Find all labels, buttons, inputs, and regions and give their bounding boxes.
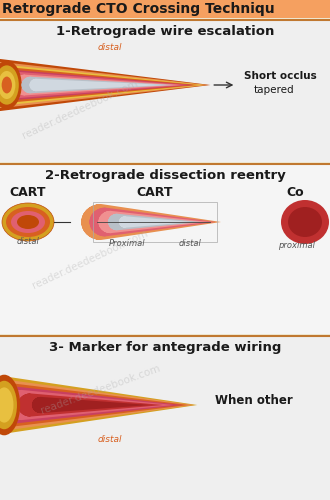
Polygon shape [14,74,181,96]
Polygon shape [30,79,167,91]
Ellipse shape [17,215,39,229]
Text: Short occlus: Short occlus [244,71,317,81]
Text: distal: distal [98,436,122,444]
Ellipse shape [11,211,45,233]
Ellipse shape [0,60,22,110]
Text: Retrograde CTO Crossing Techniqu: Retrograde CTO Crossing Techniqu [2,2,275,16]
Ellipse shape [288,207,322,237]
Text: Co: Co [286,186,304,198]
Polygon shape [17,394,163,416]
Ellipse shape [2,76,12,94]
Text: reader.deedeebook.com: reader.deedeebook.com [39,364,161,416]
Text: reader.deedeebook.com: reader.deedeebook.com [31,228,149,292]
Polygon shape [32,397,150,413]
Text: distal: distal [16,238,40,246]
Text: 1-Retrograde wire escalation: 1-Retrograde wire escalation [56,26,274,38]
Polygon shape [108,214,201,230]
Text: tapered: tapered [253,85,294,95]
Text: Proximal: Proximal [109,238,145,248]
Ellipse shape [281,200,329,244]
Polygon shape [22,76,174,94]
Ellipse shape [0,71,16,99]
Text: 3- Marker for antegrade wiring: 3- Marker for antegrade wiring [49,340,281,353]
Bar [0,20,330,162]
Polygon shape [0,64,205,106]
Text: distal: distal [98,42,122,51]
Polygon shape [0,68,199,102]
Text: proximal: proximal [279,242,315,250]
Polygon shape [0,386,182,424]
Polygon shape [99,211,209,233]
Ellipse shape [0,374,20,436]
Polygon shape [81,204,221,240]
Polygon shape [0,383,189,427]
Text: CART: CART [10,186,46,198]
Ellipse shape [2,203,54,241]
Text: CART: CART [137,186,173,198]
Bar [93,202,217,242]
Bar [0,164,330,334]
Polygon shape [119,216,191,228]
Polygon shape [89,208,216,236]
Text: 2-Retrograde dissection reentry: 2-Retrograde dissection reentry [45,168,285,181]
Polygon shape [5,72,187,98]
Text: distal: distal [179,238,201,248]
Polygon shape [0,59,211,111]
Ellipse shape [0,388,14,422]
Polygon shape [0,380,194,430]
Polygon shape [0,376,197,434]
Bar [0,0,330,18]
Text: reader.deedeebook.com: reader.deedeebook.com [20,78,140,142]
Polygon shape [0,62,208,108]
Ellipse shape [0,381,17,429]
Ellipse shape [0,66,19,104]
Ellipse shape [6,207,50,237]
Polygon shape [0,70,193,100]
Bar [0,336,330,500]
Polygon shape [5,390,174,420]
Text: When other: When other [215,394,293,406]
